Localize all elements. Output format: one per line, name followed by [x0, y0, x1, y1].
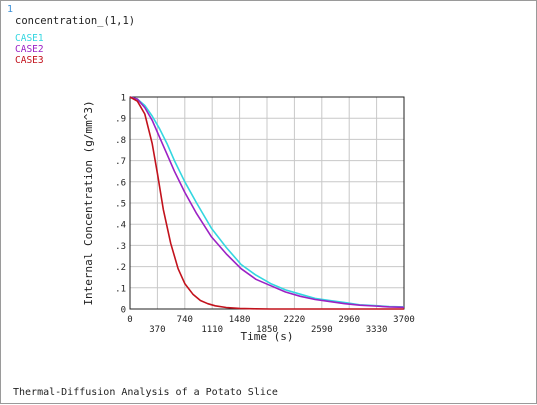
y-tick-label: 0	[121, 306, 126, 316]
y-axis-ticks: 0 .1 .2 .3 .4 .5 .6 .7 .8 .9 1	[115, 94, 126, 316]
x-axis-ticks: 0 740 1480 2220 2960 3700 370 1110 1850 2590 3330	[127, 315, 415, 335]
y-tick-label: .1	[115, 284, 126, 294]
x-tick-label: 370	[149, 325, 165, 335]
x-axis-label: Time (s)	[241, 330, 294, 343]
window-number: 1	[7, 4, 14, 15]
x-tick-label: 740	[177, 315, 193, 325]
x-tick-label: 2960	[338, 315, 360, 325]
series-line-case1	[129, 96, 405, 308]
x-tick-label: 2220	[284, 315, 306, 325]
y-tick-label: .6	[115, 178, 126, 188]
y-tick-label: .2	[115, 263, 126, 273]
y-tick-label: .4	[115, 221, 126, 231]
legend: CASE1 CASE2 CASE3	[15, 33, 44, 66]
x-tick-label: 1110	[201, 325, 223, 335]
x-tick-label: 1480	[229, 315, 251, 325]
legend-entry-case1: CASE1	[15, 33, 44, 44]
x-tick-label: 0	[127, 315, 132, 325]
x-tick-label: 3330	[366, 325, 388, 335]
x-tick-label: 1850	[256, 325, 278, 335]
series-line-case2	[129, 96, 405, 309]
x-tick-label: 3700	[393, 315, 415, 325]
plot-variable-label: concentration_(1,1)	[15, 15, 136, 27]
y-tick-label: .8	[115, 136, 126, 146]
y-tick-label: .9	[115, 115, 126, 125]
series-line-case3	[129, 96, 404, 310]
y-tick-label: .3	[115, 242, 126, 252]
legend-entry-case2: CASE2	[15, 44, 44, 55]
footer-title: Thermal-Diffusion Analysis of a Potato S…	[13, 387, 278, 398]
y-tick-label: .5	[115, 200, 126, 210]
legend-entry-case3: CASE3	[15, 55, 44, 66]
series-lines	[129, 96, 405, 310]
grid	[129, 96, 405, 310]
y-tick-label: .7	[115, 157, 126, 167]
y-tick-label: 1	[121, 94, 126, 104]
y-axis-label: Internal Concentration (g/mm^3)	[82, 100, 95, 305]
x-tick-label: 2590	[311, 325, 333, 335]
